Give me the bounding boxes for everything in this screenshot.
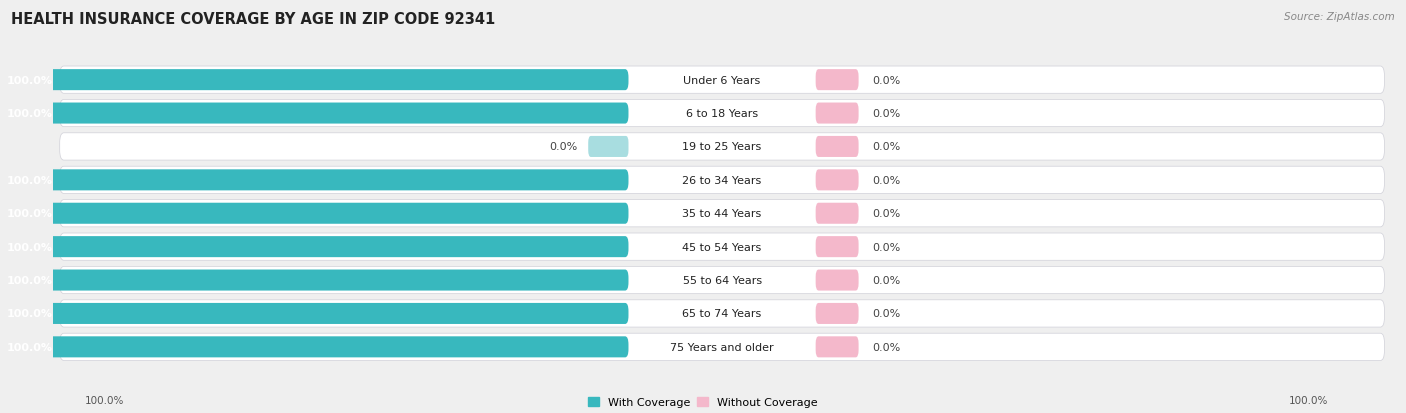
- Text: 100.0%: 100.0%: [6, 342, 52, 352]
- Text: 0.0%: 0.0%: [872, 176, 900, 185]
- FancyBboxPatch shape: [815, 203, 859, 224]
- FancyBboxPatch shape: [59, 167, 1385, 194]
- FancyBboxPatch shape: [0, 270, 628, 291]
- Text: 45 to 54 Years: 45 to 54 Years: [682, 242, 762, 252]
- Text: 100.0%: 100.0%: [6, 275, 52, 285]
- Text: 26 to 34 Years: 26 to 34 Years: [682, 176, 762, 185]
- FancyBboxPatch shape: [0, 337, 628, 358]
- Text: 0.0%: 0.0%: [872, 142, 900, 152]
- Text: 35 to 44 Years: 35 to 44 Years: [682, 209, 762, 219]
- FancyBboxPatch shape: [815, 103, 859, 124]
- Text: 75 Years and older: 75 Years and older: [671, 342, 773, 352]
- Text: 100.0%: 100.0%: [6, 242, 52, 252]
- Text: 55 to 64 Years: 55 to 64 Years: [682, 275, 762, 285]
- FancyBboxPatch shape: [815, 303, 859, 324]
- FancyBboxPatch shape: [815, 70, 859, 91]
- Text: 100.0%: 100.0%: [1289, 395, 1329, 405]
- FancyBboxPatch shape: [59, 200, 1385, 227]
- FancyBboxPatch shape: [59, 300, 1385, 327]
- Text: 100.0%: 100.0%: [6, 109, 52, 119]
- Text: 19 to 25 Years: 19 to 25 Years: [682, 142, 762, 152]
- FancyBboxPatch shape: [815, 137, 859, 158]
- FancyBboxPatch shape: [59, 233, 1385, 261]
- Text: 100.0%: 100.0%: [6, 176, 52, 185]
- Text: 100.0%: 100.0%: [6, 76, 52, 85]
- Text: 0.0%: 0.0%: [872, 342, 900, 352]
- FancyBboxPatch shape: [0, 237, 628, 258]
- Text: Under 6 Years: Under 6 Years: [683, 76, 761, 85]
- Text: 100.0%: 100.0%: [6, 309, 52, 319]
- Legend: With Coverage, Without Coverage: With Coverage, Without Coverage: [588, 397, 818, 408]
- FancyBboxPatch shape: [815, 237, 859, 258]
- Text: 65 to 74 Years: 65 to 74 Years: [682, 309, 762, 319]
- FancyBboxPatch shape: [59, 133, 1385, 161]
- FancyBboxPatch shape: [815, 337, 859, 358]
- Text: 0.0%: 0.0%: [550, 142, 578, 152]
- Text: HEALTH INSURANCE COVERAGE BY AGE IN ZIP CODE 92341: HEALTH INSURANCE COVERAGE BY AGE IN ZIP …: [11, 12, 495, 27]
- Text: Source: ZipAtlas.com: Source: ZipAtlas.com: [1284, 12, 1395, 22]
- FancyBboxPatch shape: [59, 100, 1385, 127]
- Text: 6 to 18 Years: 6 to 18 Years: [686, 109, 758, 119]
- FancyBboxPatch shape: [815, 170, 859, 191]
- Text: 0.0%: 0.0%: [872, 309, 900, 319]
- Text: 100.0%: 100.0%: [84, 395, 124, 405]
- FancyBboxPatch shape: [59, 267, 1385, 294]
- FancyBboxPatch shape: [0, 70, 628, 91]
- FancyBboxPatch shape: [588, 137, 628, 158]
- Text: 0.0%: 0.0%: [872, 209, 900, 219]
- FancyBboxPatch shape: [59, 67, 1385, 94]
- Text: 100.0%: 100.0%: [6, 209, 52, 219]
- Text: 0.0%: 0.0%: [872, 275, 900, 285]
- FancyBboxPatch shape: [0, 303, 628, 324]
- FancyBboxPatch shape: [0, 203, 628, 224]
- Text: 0.0%: 0.0%: [872, 109, 900, 119]
- FancyBboxPatch shape: [0, 170, 628, 191]
- FancyBboxPatch shape: [0, 103, 628, 124]
- Text: 0.0%: 0.0%: [872, 76, 900, 85]
- FancyBboxPatch shape: [815, 270, 859, 291]
- FancyBboxPatch shape: [59, 333, 1385, 361]
- Text: 0.0%: 0.0%: [872, 242, 900, 252]
